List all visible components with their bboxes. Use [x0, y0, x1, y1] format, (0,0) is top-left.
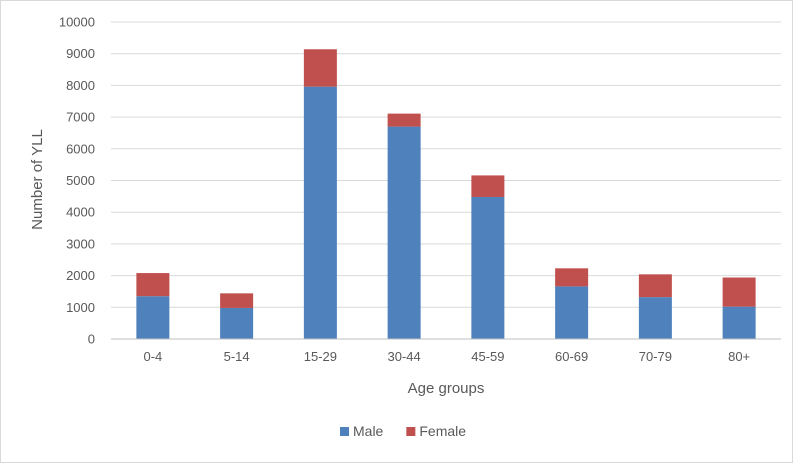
x-tick-label: 45-59 [471, 349, 504, 364]
bar-female-80+ [722, 277, 756, 307]
y-axis-label: Number of YLL [29, 129, 46, 230]
bar-female-5-14 [220, 293, 254, 308]
bar-male-60-69 [555, 286, 589, 339]
bar-male-45-59 [471, 196, 505, 339]
x-axis-label: Age groups [408, 380, 485, 397]
bar-female-30-44 [387, 113, 421, 127]
legend-swatch-female [406, 427, 416, 436]
x-tick-label: 80+ [728, 349, 750, 364]
y-tick-label: 1000 [66, 300, 95, 315]
y-tick-label: 7000 [66, 110, 95, 125]
x-tick-label: 30-44 [388, 349, 421, 364]
bar-male-15-29 [303, 86, 337, 339]
y-tick-label: 3000 [66, 236, 95, 251]
legend-label-male: Male [353, 423, 384, 439]
y-tick-label: 8000 [66, 78, 95, 93]
bar-female-0-4 [136, 273, 170, 297]
x-tick-label: 70-79 [639, 349, 672, 364]
legend-label-female: Female [419, 423, 466, 439]
y-tick-label: 2000 [66, 268, 95, 283]
y-axis-ticks: 0 1000 2000 3000 4000 5000 6000 7000 8000 9000 100… [59, 15, 95, 347]
y-tick-label: 5000 [66, 173, 95, 188]
x-axis-ticks: 0-4 5-14 15-29 30-44 45-59 60-69 70-79 80+ [143, 349, 750, 364]
bar-male-30-44 [387, 126, 421, 339]
y-tick-label: 9000 [66, 46, 95, 61]
bar-female-45-59 [471, 175, 505, 197]
bar-male-80+ [722, 306, 756, 339]
x-tick-label: 15-29 [304, 349, 337, 364]
y-tick-label: 4000 [66, 205, 95, 220]
x-tick-label: 5-14 [224, 349, 250, 364]
y-tick-label: 10000 [59, 15, 95, 30]
legend: Male Female [340, 423, 466, 439]
y-tick-label: 0 [88, 332, 95, 347]
legend-swatch-male [340, 427, 349, 436]
bar-female-15-29 [303, 49, 337, 87]
bar-male-0-4 [136, 296, 170, 339]
y-tick-label: 6000 [66, 141, 95, 156]
bar-female-70-79 [638, 274, 672, 298]
bar-male-70-79 [638, 297, 672, 339]
bar-female-60-69 [555, 268, 589, 287]
gridlines [111, 21, 781, 308]
bars [136, 49, 756, 339]
bar-male-5-14 [220, 307, 254, 339]
x-tick-label: 0-4 [143, 349, 162, 364]
x-tick-label: 60-69 [555, 349, 588, 364]
